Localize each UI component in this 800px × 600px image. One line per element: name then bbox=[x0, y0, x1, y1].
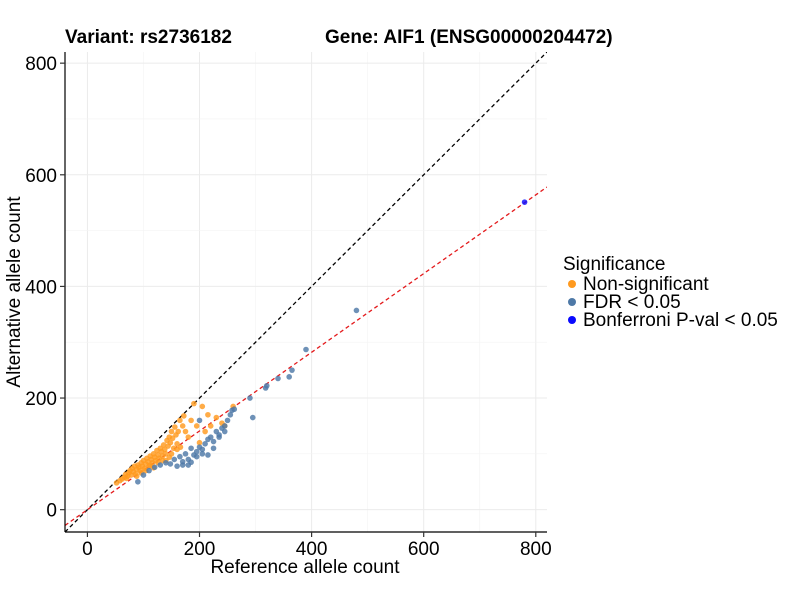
data-point-series-0 bbox=[168, 451, 175, 457]
data-point-series-0 bbox=[167, 439, 174, 446]
y-tick-label: 200 bbox=[25, 389, 57, 410]
data-point-series-1 bbox=[207, 434, 214, 440]
data-point-series-1 bbox=[199, 446, 206, 453]
data-point-series-1 bbox=[182, 451, 189, 457]
data-point-series-1 bbox=[163, 459, 169, 466]
data-point-series-1 bbox=[157, 462, 164, 468]
data-point-series-0 bbox=[207, 423, 214, 429]
data-point-series-0 bbox=[213, 414, 220, 421]
x-tick-label: 800 bbox=[520, 539, 552, 560]
data-point-series-1 bbox=[286, 374, 292, 380]
data-point-series-0 bbox=[179, 423, 186, 429]
legend-title: Significance bbox=[563, 254, 665, 275]
data-point-series-1 bbox=[167, 461, 174, 467]
data-point-series-1 bbox=[210, 438, 217, 445]
legend-swatch-2 bbox=[568, 316, 576, 324]
legend-label-1: FDR < 0.05 bbox=[583, 292, 681, 313]
x-axis-title: Reference allele count bbox=[210, 557, 400, 578]
data-point-series-0 bbox=[168, 428, 175, 435]
data-point-series-1 bbox=[210, 445, 217, 452]
data-point-series-1 bbox=[249, 414, 256, 421]
data-point-series-1 bbox=[177, 453, 183, 460]
data-point-series-1 bbox=[146, 467, 152, 474]
data-point-series-1 bbox=[275, 375, 281, 382]
chart-title-variant: Variant: rs2736182 bbox=[65, 27, 232, 48]
data-point-series-1 bbox=[188, 459, 194, 466]
y-tick-label: 400 bbox=[25, 277, 57, 298]
y-axis-title: Alternative allele count bbox=[4, 196, 25, 388]
data-point-series-0 bbox=[205, 411, 211, 418]
chart-title-gene: Gene: AIF1 (ENSG00000204472) bbox=[325, 27, 613, 48]
data-point-series-1 bbox=[289, 367, 295, 373]
data-point-series-0 bbox=[175, 428, 182, 435]
data-point-series-0 bbox=[182, 428, 189, 435]
data-point-series-1 bbox=[193, 453, 200, 460]
x-tick-label: 400 bbox=[296, 539, 328, 560]
data-point-series-1 bbox=[135, 478, 141, 485]
data-point-series-0 bbox=[199, 403, 206, 410]
data-point-series-0 bbox=[160, 442, 167, 448]
data-point-series-0 bbox=[181, 413, 187, 419]
data-point-series-1 bbox=[216, 434, 222, 440]
data-point-series-1 bbox=[263, 382, 270, 389]
data-point-series-0 bbox=[177, 444, 184, 450]
data-point-series-0 bbox=[188, 417, 194, 424]
legend-label-2: Bonferroni P-val < 0.05 bbox=[583, 310, 778, 331]
data-point-series-0 bbox=[177, 417, 183, 424]
x-tick-label: 600 bbox=[408, 539, 440, 560]
legend-swatch-1 bbox=[568, 298, 576, 306]
y-tick-label: 800 bbox=[25, 54, 57, 75]
data-point-series-1 bbox=[205, 452, 211, 458]
data-point-series-2 bbox=[521, 199, 528, 205]
data-point-series-1 bbox=[227, 411, 234, 418]
y-tick-label: 600 bbox=[25, 166, 57, 187]
data-point-series-1 bbox=[224, 417, 231, 424]
data-point-series-0 bbox=[133, 473, 140, 479]
reference-lines bbox=[65, 52, 547, 532]
data-point-series-0 bbox=[147, 462, 153, 468]
data-point-series-1 bbox=[193, 448, 200, 455]
data-point-series-1 bbox=[247, 395, 253, 401]
legend-label-0: Non-significant bbox=[583, 274, 709, 295]
axes: 0 200 400 600 800 0 200 400 600 800 bbox=[25, 52, 552, 560]
data-point-series-1 bbox=[221, 423, 228, 429]
data-point-series-1 bbox=[140, 472, 147, 478]
data-point-series-1 bbox=[171, 456, 178, 463]
x-tick-label: 200 bbox=[184, 539, 216, 560]
data-point-series-1 bbox=[303, 346, 309, 353]
x-tick-label: 0 bbox=[82, 539, 93, 560]
data-point-series-0 bbox=[196, 439, 203, 446]
data-point-series-0 bbox=[172, 424, 178, 430]
data-point-series-1 bbox=[353, 307, 360, 314]
data-point-series-0 bbox=[193, 423, 200, 429]
data-point-series-1 bbox=[221, 428, 228, 435]
data-points bbox=[113, 199, 528, 486]
grid bbox=[65, 52, 547, 532]
data-point-series-0 bbox=[202, 428, 208, 435]
data-point-series-1 bbox=[231, 406, 238, 413]
data-point-series-1 bbox=[202, 441, 208, 447]
data-point-series-1 bbox=[179, 462, 186, 468]
y-tick-label: 0 bbox=[46, 501, 57, 522]
data-point-series-0 bbox=[185, 434, 192, 440]
data-point-series-1 bbox=[188, 445, 194, 452]
data-point-series-1 bbox=[151, 464, 158, 471]
data-point-series-1 bbox=[196, 417, 203, 424]
data-point-series-1 bbox=[174, 463, 180, 469]
reference-line-identity bbox=[65, 52, 547, 532]
legend-swatch-0 bbox=[568, 280, 576, 288]
data-point-series-1 bbox=[199, 451, 206, 457]
data-point-series-0 bbox=[191, 400, 197, 407]
